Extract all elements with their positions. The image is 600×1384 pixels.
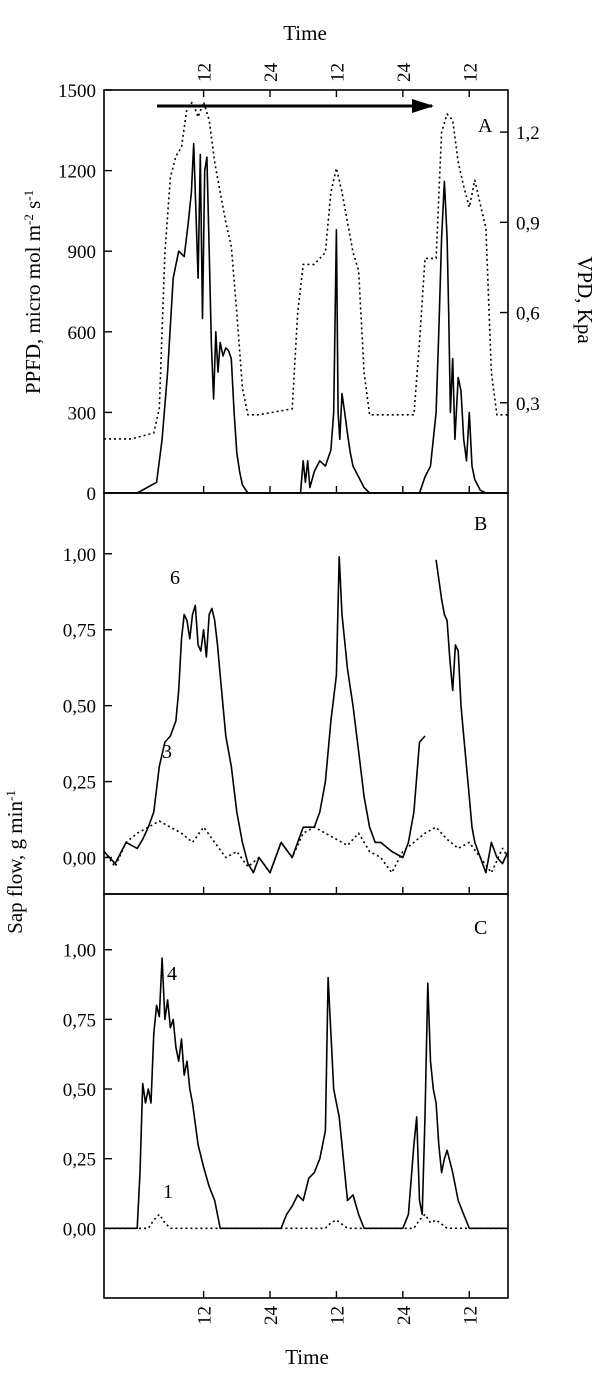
curve-3-label: 3 [162, 741, 172, 763]
panel-b-y-tick-label: 1,00 [63, 545, 96, 566]
panel-a-series-dotted [104, 101, 508, 440]
panel-a-label: A [478, 115, 493, 137]
panel-c-y-tick-label: 0,50 [63, 1080, 96, 1101]
panel-c-label: C [474, 917, 487, 939]
sap-title-sup: -1 [3, 790, 18, 801]
curve-4-label: 4 [167, 963, 177, 985]
panel-a-y-tick-label: 1200 [58, 162, 96, 183]
panel-b-y-tick-label: 0,00 [63, 849, 96, 870]
x-tick-label-bottom: 24 [261, 1306, 282, 1326]
x-tick-label-top: 24 [394, 63, 415, 83]
panel-b-frame [103, 492, 509, 895]
panel-c-y-tick-label: 1,00 [63, 941, 96, 962]
ppfd-title-mid: s [21, 201, 45, 214]
x-tick-label-bottom: 24 [394, 1306, 415, 1326]
panel-a-y-tick-label: 0 [87, 484, 97, 505]
x-tick-label-bottom: 12 [327, 1306, 348, 1325]
ppfd-title-sup2: -1 [21, 190, 36, 201]
curve-1-label: 1 [163, 1181, 173, 1203]
x-tick-label-bottom: 12 [195, 1306, 216, 1325]
panel-c-y-tick-label: 0,25 [63, 1150, 96, 1171]
panel-a-y-tick-label: 600 [68, 323, 97, 344]
panel-b-label: B [474, 513, 487, 535]
panel-a-y-tick-label: 900 [68, 242, 97, 263]
panel-a-y2-tick-label: 0,9 [516, 213, 540, 234]
sap-title-base: Sap flow, g min [3, 801, 27, 934]
sap-axis-title: Sap flow, g min-1 [3, 790, 28, 934]
ppfd-axis-title: PPFD, micro mol m-2 s-1 [21, 190, 46, 394]
x-axis-title-bottom: Time [285, 1345, 329, 1369]
panel-a-y-tick-label: 300 [68, 403, 97, 424]
x-tick-label-top: 12 [327, 63, 348, 82]
panel-b-series-3 [103, 820, 509, 874]
panel-b-series-6 [103, 556, 509, 874]
x-tick-label-top: 12 [460, 63, 481, 82]
panel-a-y2-tick-label: 1,2 [516, 123, 540, 144]
ppfd-title-sup1: -2 [21, 214, 36, 225]
panel-b-y-tick-label: 0,50 [63, 697, 96, 718]
panel-c-frame [103, 893, 509, 1299]
x-tick-label-top: 12 [195, 63, 216, 82]
series-layer [103, 101, 509, 1230]
x-tick-label-top: 24 [261, 63, 282, 83]
panel-c-series-4 [104, 957, 508, 1230]
x-tick-label-bottom: 12 [460, 1306, 481, 1325]
panel-a-y-tick-label: 1500 [58, 81, 96, 102]
x-axis-title-top: Time [283, 21, 327, 45]
panel-c-y-tick-label: 0,75 [63, 1010, 96, 1031]
curve-6-label: 6 [170, 567, 180, 589]
panel-b-y-tick-label: 0,25 [63, 773, 96, 794]
ppfd-title-base: PPFD, micro mol m [21, 225, 45, 394]
vpd-axis-title: VPD, Kpa [573, 256, 597, 344]
panel-a-y2-tick-label: 0,3 [516, 394, 540, 415]
panel-b-y-tick-label: 0,75 [63, 621, 96, 642]
panel-a-frame [103, 89, 509, 494]
panel-c-y-tick-label: 0,00 [63, 1219, 96, 1240]
panel-a-y2-tick-label: 0,6 [516, 304, 540, 325]
panel-a-series-solid [104, 142, 508, 494]
panel-c-series-1 [104, 1213, 508, 1230]
